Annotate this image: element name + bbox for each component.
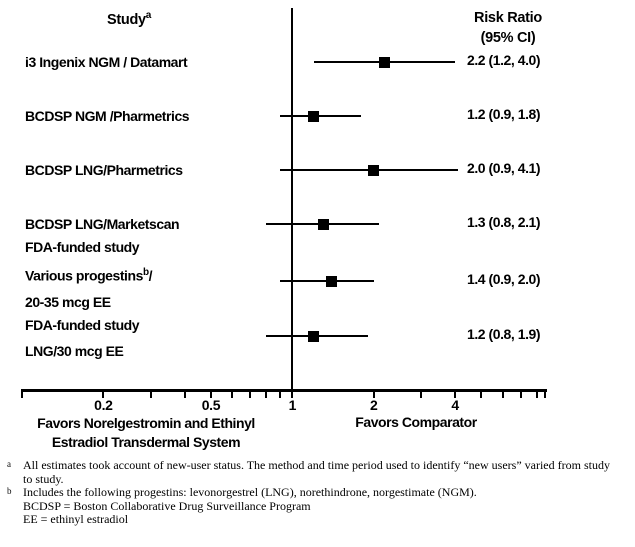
column-header-risk-ratio: Risk Ratio (95% CI) [447,8,569,48]
x-axis-tick [102,389,105,398]
x-axis-label-left-line1: Favors Norelgestromin and Ethinyl [37,415,255,431]
x-axis-tick [209,389,212,398]
study-label-line: i3 Ingenix NGM / Datamart [25,54,188,70]
x-axis-tick [149,389,152,398]
x-axis-tick-label: 0.2 [94,397,113,413]
footnote-a: a All estimates took account of new-user… [0,458,632,486]
x-axis-label-right: Favors Comparator [355,414,477,430]
point-estimate-marker [308,110,320,122]
study-label-line: BCDSP LNG/Pharmetrics [25,162,183,178]
x-axis-tick [544,389,546,398]
x-axis-tick-label: 1 [288,397,297,413]
footnote-a-text: All estimates took account of new-user s… [23,458,617,486]
footnote-b-text: Includes the following progestins: levon… [23,485,617,527]
x-axis-tick [249,389,252,398]
study-label-line: BCDSP NGM /Pharmetrics [25,108,190,124]
x-axis-tick [519,389,522,398]
x-axis-label-left-line2: Estradiol Transdermal System [51,434,241,450]
x-axis-tick [454,389,457,398]
study-label: BCDSP LNG/Pharmetrics [25,157,183,183]
footnote-b-line1: Includes the following progestins: levon… [23,485,477,499]
study-header-label: Study [107,11,146,28]
study-label: FDA-funded study Various progestinsb/20-3… [25,234,153,315]
risk-ratio-value: 1.3 (0.8, 2.1) [467,214,541,230]
footnote-a-line: All estimates took account of new-user s… [23,458,610,486]
risk-ratio-value: 2.2 (1.2, 4.0) [467,52,541,68]
x-axis-tick [183,389,186,398]
study-label: BCDSP LNG/Marketscan [25,211,180,237]
footnotes: a All estimates took account of new-user… [0,458,632,527]
x-axis-tick-label: 0.5 [201,397,221,413]
study-label-line: FDA-funded study [25,239,140,255]
x-axis-tick [480,389,483,398]
footnote-b-line3: EE = ethinyl estradiol [23,512,129,526]
x-axis-tick [231,389,234,398]
study-label-line: LNG/30 mcg EE [25,343,124,359]
study-label: FDA-funded study LNG/30 mcg EE [25,312,140,364]
x-axis-tick [265,389,268,398]
x-axis-tick [535,389,538,398]
study-label-line: Various progestinsb/ [25,267,153,284]
x-axis-tick [278,389,281,398]
risk-ratio-header-line1: Risk Ratio [474,10,542,26]
study-label: i3 Ingenix NGM / Datamart [25,49,188,75]
x-axis-label-left: Favors Norelgestromin and Ethinyl Estrad… [14,414,278,452]
study-label-line: FDA-funded study [25,317,140,333]
risk-ratio-value: 1.2 (0.8, 1.9) [467,326,541,342]
confidence-interval-line [279,115,362,117]
x-axis-tick [420,389,423,398]
reference-line [291,8,294,389]
x-axis-tick [372,389,375,398]
x-axis-line [22,389,547,392]
footnote-b-line2: BCDSP = Boston Collaborative Drug Survei… [23,498,311,513]
point-estimate-marker [317,218,329,230]
x-axis-tick [21,389,23,398]
footnote-b-marker: b [7,486,12,496]
study-label: BCDSP NGM /Pharmetrics [25,103,190,129]
risk-ratio-value: 2.0 (0.9, 4.1) [467,160,541,176]
point-estimate-marker [379,56,391,68]
study-label-line: 20-35 mcg EE [25,293,111,310]
point-estimate-marker [326,275,338,287]
point-estimate-marker [308,330,320,342]
x-axis-tick [501,389,504,398]
study-header-footnote-marker: a [145,10,152,21]
risk-ratio-value: 1.4 (0.9, 2.0) [467,271,541,287]
x-axis-tick-label: 4 [451,397,459,413]
risk-ratio-value: 1.2 (0.9, 1.8) [467,106,541,122]
footnote-a-marker: a [7,459,11,469]
column-header-study: Studya [107,10,151,28]
x-axis-tick [291,389,294,398]
study-label-line: BCDSP LNG/Marketscan [25,216,180,232]
x-axis-tick-label: 2 [369,397,378,413]
footnote-b: b Includes the following progestins: lev… [0,485,632,527]
risk-ratio-header-line2: (95% CI) [480,30,536,46]
point-estimate-marker [368,164,380,176]
